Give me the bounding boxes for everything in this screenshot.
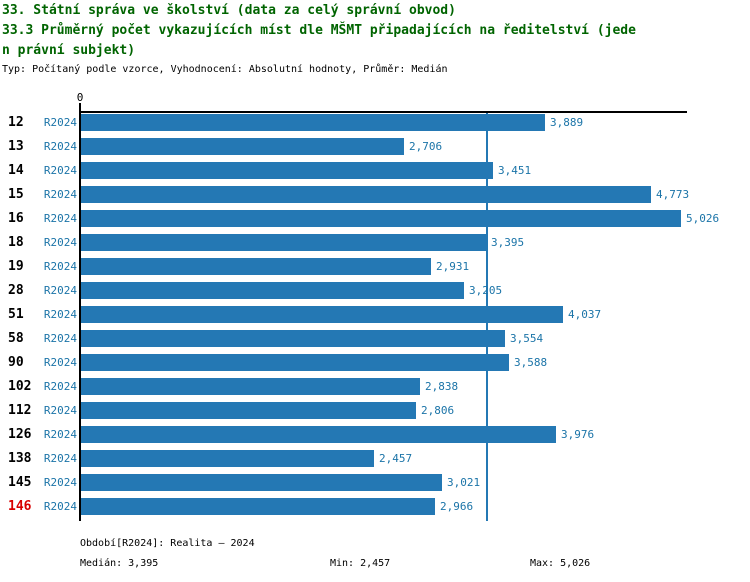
row-series-label: R2024: [43, 236, 77, 249]
footer-max: Max: 5,026: [530, 558, 591, 569]
row-category-label: 90: [8, 355, 24, 370]
bar-value-label: 2,838: [425, 380, 459, 393]
y-axis-line: [79, 111, 81, 521]
row-series-label: R2024: [43, 500, 77, 513]
row-category-label: 28: [8, 283, 24, 298]
bar: [81, 210, 681, 227]
bar: [81, 234, 486, 251]
row-category-label: 14: [8, 163, 24, 178]
bar: [81, 186, 651, 203]
row-category-label: 19: [8, 259, 24, 274]
chart-title-line-2: n právní subjekt): [2, 43, 136, 58]
bar: [81, 114, 545, 131]
footer-min: Min: 2,457: [330, 558, 391, 569]
row-category-label: 51: [8, 307, 24, 322]
row-series-label: R2024: [43, 356, 77, 369]
row-category-label: 138: [8, 451, 32, 466]
row-series-label: R2024: [43, 428, 77, 441]
bar: [81, 378, 420, 395]
bar-value-label: 2,806: [421, 404, 455, 417]
bar-value-label: 4,773: [656, 188, 690, 201]
row-category-label: 16: [8, 211, 24, 226]
row-series-label: R2024: [43, 116, 77, 129]
row-series-label: R2024: [43, 188, 77, 201]
row-category-label: 58: [8, 331, 24, 346]
row-series-label: R2024: [43, 380, 77, 393]
bar-value-label: 2,931: [436, 260, 470, 273]
row-series-label: R2024: [43, 476, 77, 489]
row-category-label: 13: [8, 139, 24, 154]
row-category-label: 15: [8, 187, 24, 202]
bar-value-label: 2,706: [409, 140, 443, 153]
row-series-label: R2024: [43, 452, 77, 465]
row-series-label: R2024: [43, 164, 77, 177]
bar-value-label: 2,457: [379, 452, 413, 465]
x-axis-tick: [79, 103, 81, 112]
row-category-label: 102: [8, 379, 32, 394]
bar-value-label: 3,205: [469, 284, 503, 297]
chart-subtitle: Typ: Počítaný podle vzorce, Vyhodnocení:…: [2, 64, 448, 75]
bar: [81, 258, 431, 275]
row-category-label: 126: [8, 427, 32, 442]
page-title: 33. Státní správa ve školství (data za c…: [2, 3, 456, 18]
bar-value-label: 3,588: [514, 356, 548, 369]
bar-value-label: 3,451: [498, 164, 532, 177]
row-series-label: R2024: [43, 212, 77, 225]
bar: [81, 282, 464, 299]
chart-title-line-1: 33.3 Průměrný počet vykazujících míst dl…: [2, 23, 636, 38]
footer-median: Medián: 3,395: [80, 558, 159, 569]
bar: [81, 138, 404, 155]
bar: [81, 162, 493, 179]
bar-value-label: 4,037: [568, 308, 602, 321]
bar-value-label: 2,966: [440, 500, 474, 513]
bar-value-label: 3,554: [510, 332, 544, 345]
footer-period: Období[R2024]: Realita – 2024: [80, 538, 255, 549]
row-category-label: 112: [8, 403, 32, 418]
bar-value-label: 3,021: [447, 476, 481, 489]
row-series-label: R2024: [43, 260, 77, 273]
bar: [81, 330, 505, 347]
x-axis-line: [80, 111, 687, 113]
bar-value-label: 3,889: [550, 116, 584, 129]
row-series-label: R2024: [43, 332, 77, 345]
row-series-label: R2024: [43, 404, 77, 417]
x-axis-origin-label: 0: [76, 91, 84, 104]
bar: [81, 426, 556, 443]
bar: [81, 306, 563, 323]
row-category-label: 18: [8, 235, 24, 250]
bar-value-label: 3,395: [491, 236, 525, 249]
row-series-label: R2024: [43, 308, 77, 321]
bar: [81, 354, 509, 371]
row-series-label: R2024: [43, 284, 77, 297]
bar: [81, 402, 416, 419]
bar: [81, 474, 442, 491]
row-category-label: 145: [8, 475, 32, 490]
row-category-label: 146: [8, 499, 32, 514]
row-series-label: R2024: [43, 140, 77, 153]
row-category-label: 12: [8, 115, 24, 130]
bar: [81, 450, 374, 467]
bar-value-label: 3,976: [561, 428, 595, 441]
bar-value-label: 5,026: [686, 212, 720, 225]
bar: [81, 498, 435, 515]
